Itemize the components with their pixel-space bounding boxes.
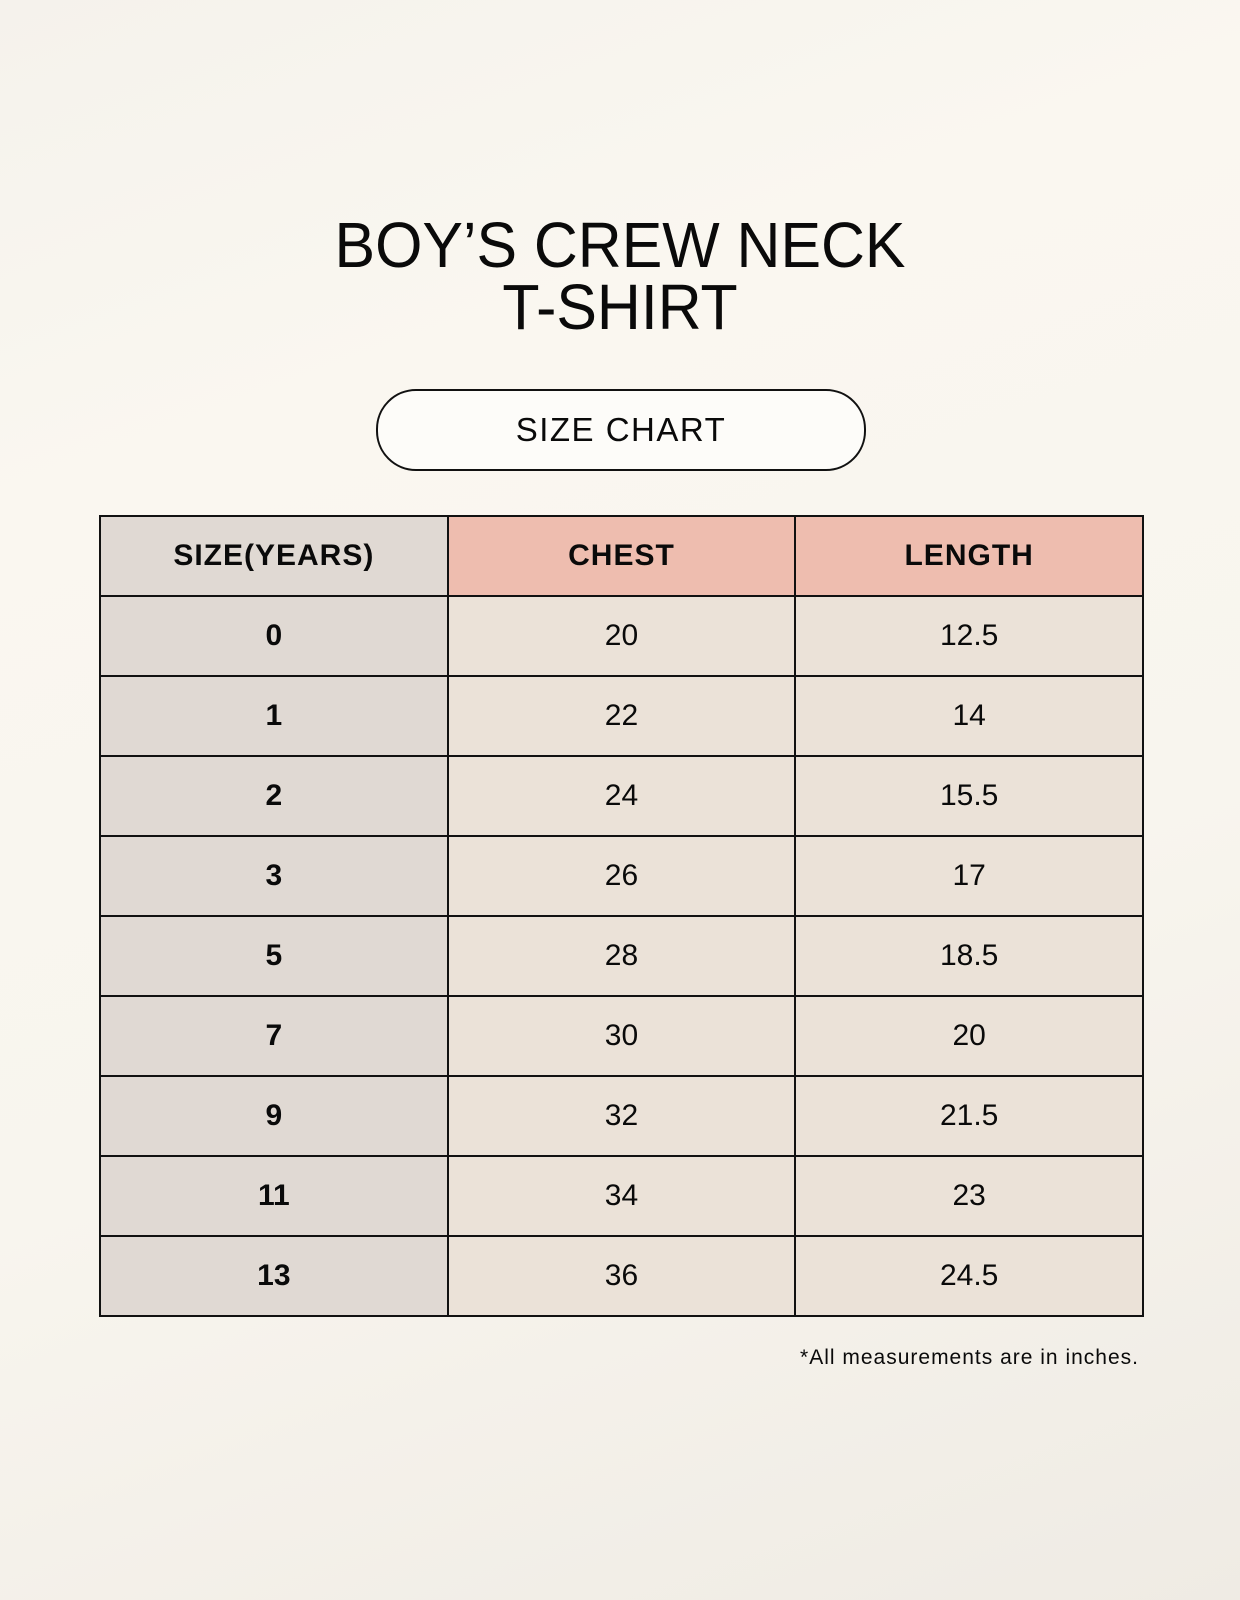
table-row: 3 26 17 bbox=[99, 835, 1144, 917]
table-row: 0 20 12.5 bbox=[99, 595, 1144, 677]
cell-chest: 34 bbox=[446, 1155, 797, 1237]
cell-size: 5 bbox=[99, 915, 449, 997]
cell-size: 1 bbox=[99, 675, 449, 757]
cell-length: 14 bbox=[794, 675, 1144, 757]
cell-chest: 22 bbox=[446, 675, 797, 757]
cell-length: 17 bbox=[794, 835, 1144, 917]
table-row: 1 22 14 bbox=[99, 675, 1144, 757]
cell-size: 2 bbox=[99, 755, 449, 837]
cell-chest: 36 bbox=[446, 1235, 797, 1317]
cell-chest: 26 bbox=[446, 835, 797, 917]
table-row: 2 24 15.5 bbox=[99, 755, 1144, 837]
page-title: BOY’S CREW NECK T-SHIRT bbox=[31, 209, 1209, 343]
header-size: SIZE(YEARS) bbox=[99, 515, 449, 597]
cell-length: 20 bbox=[794, 995, 1144, 1077]
footnote: *All measurements are in inches. bbox=[800, 1346, 1139, 1369]
cell-length: 23 bbox=[794, 1155, 1144, 1237]
cell-chest: 24 bbox=[446, 755, 797, 837]
cell-size: 9 bbox=[99, 1075, 449, 1157]
header-chest: CHEST bbox=[446, 515, 797, 597]
cell-length: 15.5 bbox=[794, 755, 1144, 837]
table-row: 13 36 24.5 bbox=[99, 1235, 1144, 1317]
cell-size: 11 bbox=[99, 1155, 449, 1237]
cell-chest: 28 bbox=[446, 915, 797, 997]
size-chart-label: SIZE CHART bbox=[515, 411, 727, 448]
size-table: SIZE(YEARS) CHEST LENGTH 0 20 12.5 1 22 14 2 24… bbox=[99, 515, 1144, 1317]
cell-size: 13 bbox=[99, 1235, 449, 1317]
table-row: 5 28 18.5 bbox=[99, 915, 1144, 997]
header-length: LENGTH bbox=[794, 515, 1144, 597]
table-row: 11 34 23 bbox=[99, 1155, 1144, 1237]
table-row: 9 32 21.5 bbox=[99, 1075, 1144, 1157]
title-line-2: T-SHIRT bbox=[502, 271, 738, 343]
cell-size: 7 bbox=[99, 995, 449, 1077]
cell-length: 18.5 bbox=[794, 915, 1144, 997]
size-chart-badge: SIZE CHART bbox=[376, 389, 866, 471]
cell-chest: 30 bbox=[446, 995, 797, 1077]
table-header-row: SIZE(YEARS) CHEST LENGTH bbox=[99, 515, 1144, 597]
cell-length: 21.5 bbox=[794, 1075, 1144, 1157]
cell-length: 12.5 bbox=[794, 595, 1144, 677]
cell-length: 24.5 bbox=[794, 1235, 1144, 1317]
cell-chest: 32 bbox=[446, 1075, 797, 1157]
cell-size: 0 bbox=[99, 595, 449, 677]
cell-size: 3 bbox=[99, 835, 449, 917]
cell-chest: 20 bbox=[446, 595, 797, 677]
title-line-1: BOY’S CREW NECK bbox=[334, 209, 906, 281]
table-row: 7 30 20 bbox=[99, 995, 1144, 1077]
